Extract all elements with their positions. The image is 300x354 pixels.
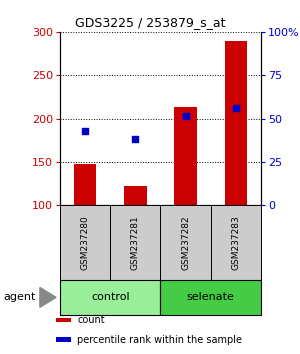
Bar [74,164,96,205]
Bar [174,107,197,205]
Bar [160,205,211,280]
Text: count: count [77,315,105,325]
Bar [160,280,261,315]
Point [233,105,238,111]
Bar [211,205,261,280]
Text: GSM237281: GSM237281 [131,215,140,270]
Bar [56,318,71,322]
Point [183,113,188,119]
Bar [124,186,147,205]
Text: selenate: selenate [187,292,235,302]
Polygon shape [40,287,56,307]
Text: control: control [91,292,130,302]
Bar [56,337,71,342]
Bar [225,41,247,205]
Text: GSM237283: GSM237283 [231,215,240,270]
Text: GDS3225 / 253879_s_at: GDS3225 / 253879_s_at [75,16,225,29]
Text: agent: agent [3,292,35,302]
Bar [60,280,160,315]
Text: percentile rank within the sample: percentile rank within the sample [77,335,242,344]
Bar [110,205,160,280]
Bar [60,205,110,280]
Point [133,136,138,141]
Point [83,128,88,133]
Text: GSM237280: GSM237280 [81,215,90,270]
Text: GSM237282: GSM237282 [181,215,190,270]
